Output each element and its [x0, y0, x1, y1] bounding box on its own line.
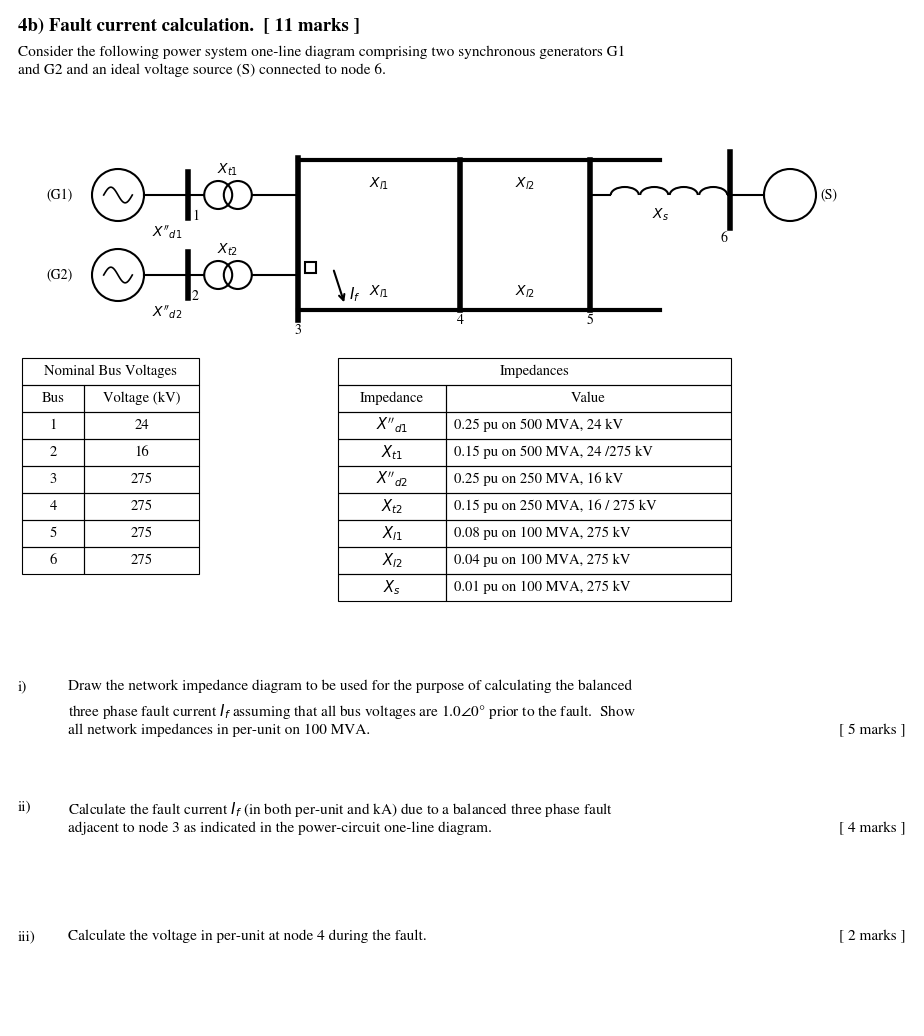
Text: 0.25 pu on 250 MVA, 16 kV: 0.25 pu on 250 MVA, 16 kV: [454, 472, 623, 487]
Bar: [22, 412, 84, 439]
Text: $X''_{d1}$: $X''_{d1}$: [152, 223, 182, 240]
Bar: [22, 493, 84, 520]
Text: $X_{l1}$: $X_{l1}$: [369, 176, 389, 193]
Text: [ 5 marks ]: [ 5 marks ]: [839, 724, 906, 738]
Text: $X''_{d1}$: $X''_{d1}$: [376, 415, 408, 435]
Text: 1: 1: [192, 210, 199, 224]
Text: 0.01 pu on 100 MVA, 275 kV: 0.01 pu on 100 MVA, 275 kV: [454, 581, 630, 595]
Text: (G1): (G1): [47, 189, 73, 202]
Text: ii): ii): [18, 800, 31, 813]
Text: $X_{l2}$: $X_{l2}$: [382, 551, 403, 570]
Text: iii): iii): [18, 930, 36, 944]
Bar: [446, 493, 731, 520]
Bar: [446, 574, 731, 601]
Text: 1: 1: [49, 419, 56, 432]
Text: $X_{t2}$: $X_{t2}$: [217, 241, 238, 258]
Bar: [338, 385, 446, 412]
Text: 4b) Fault current calculation.  [ 11 marks ]: 4b) Fault current calculation. [ 11 mark…: [18, 18, 359, 35]
Text: $X_{t1}$: $X_{t1}$: [217, 162, 238, 178]
Text: i): i): [18, 680, 28, 693]
Text: Calculate the voltage in per-unit at node 4 during the fault.: Calculate the voltage in per-unit at nod…: [68, 930, 427, 944]
Bar: [338, 493, 446, 520]
Text: $X_s$: $X_s$: [383, 578, 401, 597]
Text: 0.15 pu on 250 MVA, 16 / 275 kV: 0.15 pu on 250 MVA, 16 / 275 kV: [454, 499, 657, 514]
Text: 275: 275: [130, 526, 152, 540]
Text: 6: 6: [49, 554, 56, 567]
Bar: [84, 385, 199, 412]
Bar: [84, 493, 199, 520]
Text: three phase fault current $I_f$ assuming that all bus voltages are 1.0∠0° prior : three phase fault current $I_f$ assuming…: [68, 702, 636, 721]
Bar: [22, 385, 84, 412]
Text: adjacent to node 3 as indicated in the power-circuit one-line diagram.: adjacent to node 3 as indicated in the p…: [68, 822, 492, 835]
Text: Nominal Bus Voltages: Nominal Bus Voltages: [44, 365, 176, 378]
Text: [ 2 marks ]: [ 2 marks ]: [839, 930, 906, 944]
Text: and G2 and an ideal voltage source (S) connected to node 6.: and G2 and an ideal voltage source (S) c…: [18, 63, 386, 77]
Text: [ 4 marks ]: [ 4 marks ]: [839, 822, 906, 835]
Text: 275: 275: [130, 499, 152, 513]
Text: $X_{l1}$: $X_{l1}$: [369, 284, 389, 300]
Bar: [338, 574, 446, 601]
Text: $I_f$: $I_f$: [349, 286, 360, 305]
Text: (S): (S): [820, 189, 837, 202]
Text: (G2): (G2): [47, 268, 73, 282]
Bar: [338, 466, 446, 493]
Text: 16: 16: [134, 445, 149, 459]
Text: $X_{t2}$: $X_{t2}$: [381, 497, 403, 516]
Bar: [446, 466, 731, 493]
Text: Bus: Bus: [42, 392, 65, 405]
Text: $X''_{d2}$: $X''_{d2}$: [152, 303, 182, 320]
Bar: [305, 262, 316, 274]
Text: 275: 275: [130, 554, 152, 567]
Text: 2: 2: [49, 445, 56, 459]
Text: 24: 24: [134, 419, 149, 432]
Bar: [84, 439, 199, 466]
Bar: [84, 547, 199, 574]
Bar: [338, 520, 446, 547]
Text: all network impedances in per-unit on 100 MVA.: all network impedances in per-unit on 10…: [68, 724, 371, 738]
Text: $X_{l1}$: $X_{l1}$: [382, 524, 403, 543]
Text: 5: 5: [587, 314, 593, 327]
Bar: [446, 520, 731, 547]
Text: 0.25 pu on 500 MVA, 24 kV: 0.25 pu on 500 MVA, 24 kV: [454, 419, 623, 432]
Text: $X_{l2}$: $X_{l2}$: [515, 284, 535, 300]
Bar: [84, 412, 199, 439]
Text: 0.15 pu on 500 MVA, 24 /275 kV: 0.15 pu on 500 MVA, 24 /275 kV: [454, 445, 653, 459]
Text: Draw the network impedance diagram to be used for the purpose of calculating the: Draw the network impedance diagram to be…: [68, 680, 632, 693]
Text: Impedance: Impedance: [360, 392, 424, 405]
Text: 5: 5: [49, 526, 56, 540]
Text: $X''_{d2}$: $X''_{d2}$: [376, 470, 408, 489]
Bar: [84, 466, 199, 493]
Bar: [338, 547, 446, 574]
Text: 2: 2: [192, 290, 199, 304]
Bar: [84, 520, 199, 547]
Bar: [22, 358, 199, 385]
Bar: [446, 412, 731, 439]
Text: 3: 3: [295, 324, 301, 338]
Bar: [446, 547, 731, 574]
Bar: [22, 466, 84, 493]
Text: $X_s$: $X_s$: [651, 207, 668, 224]
Bar: [22, 520, 84, 547]
Text: 4: 4: [456, 314, 464, 327]
Bar: [446, 439, 731, 466]
Text: 3: 3: [49, 472, 56, 486]
Text: Consider the following power system one-line diagram comprising two synchronous : Consider the following power system one-…: [18, 46, 626, 59]
Text: Impedances: Impedances: [500, 365, 569, 378]
Text: $X_{t1}$: $X_{t1}$: [381, 443, 403, 462]
Bar: [338, 439, 446, 466]
Text: 4: 4: [49, 499, 56, 513]
Text: 275: 275: [130, 472, 152, 486]
Bar: [446, 385, 731, 412]
Bar: [22, 547, 84, 574]
Bar: [22, 439, 84, 466]
Bar: [338, 358, 731, 385]
Text: 0.08 pu on 100 MVA, 275 kV: 0.08 pu on 100 MVA, 275 kV: [454, 526, 630, 540]
Text: 0.04 pu on 100 MVA, 275 kV: 0.04 pu on 100 MVA, 275 kV: [454, 554, 630, 567]
Text: $X_{l2}$: $X_{l2}$: [515, 176, 535, 193]
Text: Calculate the fault current $I_f$ (in both per-unit and kA) due to a balanced th: Calculate the fault current $I_f$ (in bo…: [68, 800, 614, 819]
Bar: [338, 412, 446, 439]
Text: Value: Value: [571, 392, 606, 405]
Text: Voltage (kV): Voltage (kV): [103, 392, 180, 405]
Text: 6: 6: [721, 232, 727, 246]
